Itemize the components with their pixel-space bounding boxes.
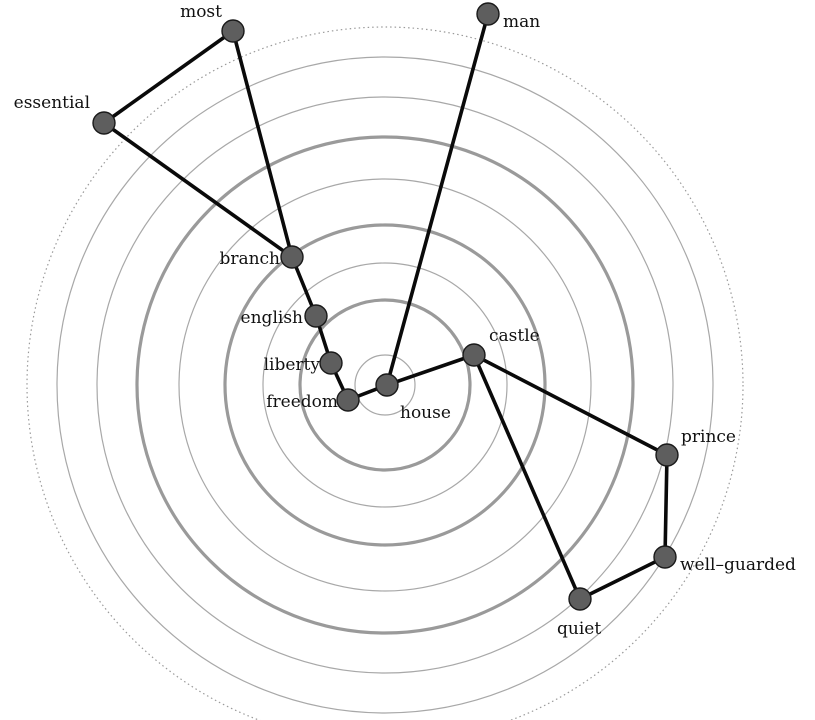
node-label-english: english xyxy=(241,308,303,328)
minor-ring-1 xyxy=(354,354,416,416)
edge-essential-most xyxy=(102,29,235,125)
edge-house-man xyxy=(385,12,490,387)
node-label-branch: branch xyxy=(219,249,280,269)
edge-quiet-castle xyxy=(472,353,582,601)
concentric-rings xyxy=(26,26,744,720)
edge-prince-well-guarded xyxy=(663,453,669,559)
node-most xyxy=(221,19,245,43)
node-label-liberty: liberty xyxy=(264,355,321,375)
node-label-house: house xyxy=(400,403,451,423)
node-label-most: most xyxy=(180,2,222,22)
node-label-well-guarded: well–guarded xyxy=(680,555,796,575)
major-ring-6 xyxy=(135,135,635,635)
node-well-guarded xyxy=(653,545,677,569)
minor-ring-5 xyxy=(178,178,592,592)
edge-branch-essential xyxy=(102,121,294,259)
node-label-essential: essential xyxy=(14,93,90,113)
node-english xyxy=(304,304,328,328)
graph-edges xyxy=(102,12,669,601)
node-label-castle: castle xyxy=(489,326,540,346)
edge-house-castle xyxy=(385,353,476,387)
node-quiet xyxy=(568,587,592,611)
node-label-prince: prince xyxy=(681,427,736,447)
node-label-man: man xyxy=(503,12,540,32)
node-castle xyxy=(462,343,486,367)
edge-well-guarded-quiet xyxy=(578,555,667,601)
minor-ring-7 xyxy=(96,96,674,674)
edge-castle-prince xyxy=(472,353,669,457)
minor-ring-8 xyxy=(56,56,714,714)
major-ring-4 xyxy=(223,223,547,547)
node-man xyxy=(476,2,500,26)
edge-most-branch xyxy=(231,29,294,259)
node-freedom xyxy=(336,388,360,412)
graph-labels: house freedom liberty english branch essentia… xyxy=(14,2,796,639)
node-essential xyxy=(92,111,116,135)
node-branch xyxy=(280,245,304,269)
node-house xyxy=(375,373,399,397)
node-label-quiet: quiet xyxy=(557,619,601,639)
node-prince xyxy=(655,443,679,467)
node-liberty xyxy=(319,351,343,375)
outer-dotted-ring xyxy=(26,26,744,720)
node-label-freedom: freedom xyxy=(266,392,338,412)
minor-ring-3 xyxy=(262,262,508,508)
major-ring-2 xyxy=(298,298,472,472)
graph-nodes xyxy=(92,2,679,611)
